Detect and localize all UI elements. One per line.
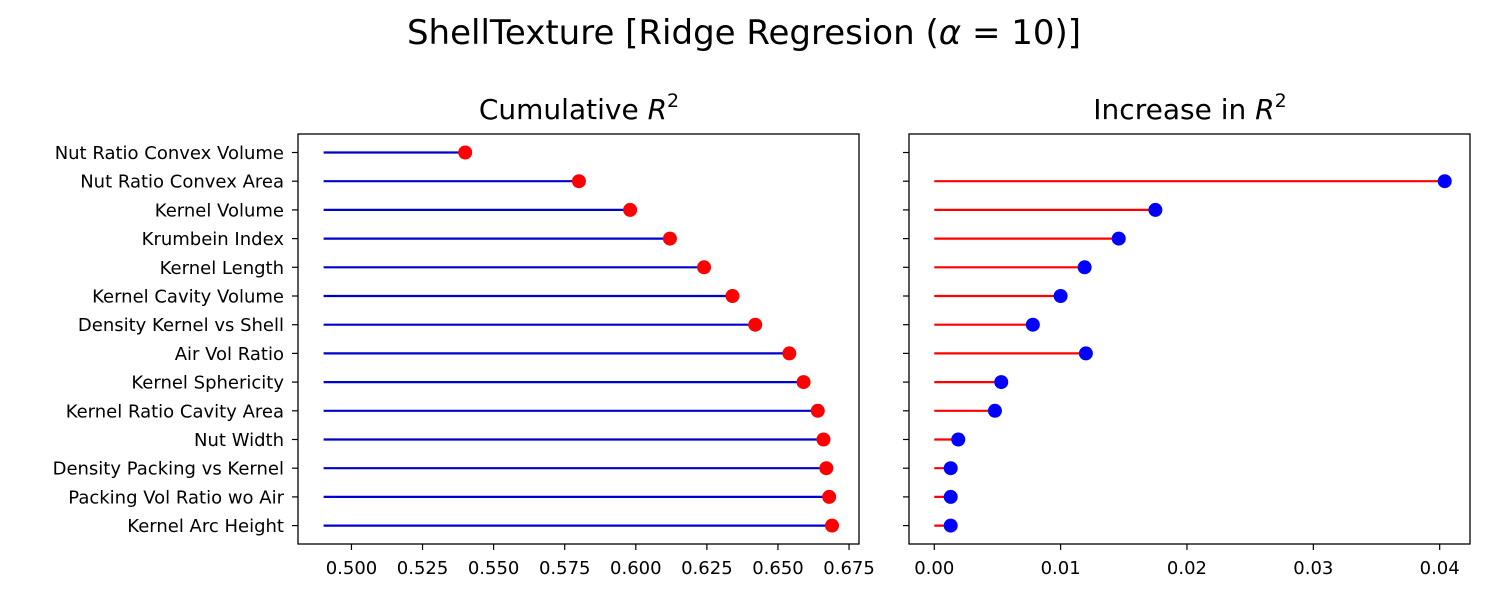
x-tick-label: 0.550 — [468, 558, 520, 579]
marker-kernel-ratio-cavity-area — [810, 403, 825, 418]
marker-density-packing-vs-kernel — [943, 461, 958, 476]
marker-packing-vol-ratio-wo-air — [822, 489, 837, 504]
marker-density-packing-vs-kernel — [819, 461, 834, 476]
marker-nut-width — [951, 432, 966, 447]
cumulative-x-axis: 0.500 0.525 0.550 0.575 0.600 0.625 0.650 0.675 — [326, 544, 875, 579]
y-tick-label-kernel-sphericity: Kernel Sphericity — [131, 373, 284, 394]
increase-y-axis — [903, 151, 909, 527]
cumulative-r2-panel: Cumulative R2 Nut Ratio Convex VolumeNut… — [53, 90, 875, 579]
marker-kernel-arc-height — [943, 518, 958, 533]
marker-density-kernel-vs-shell — [1025, 317, 1040, 332]
marker-krumbein-index — [662, 231, 677, 246]
cumulative-y-axis: Nut Ratio Convex Volume Nut Ratio Convex … — [53, 143, 298, 537]
panel-title-increase-main: Increase in — [1093, 93, 1255, 126]
marker-kernel-length — [697, 260, 712, 275]
y-tick-label-density-packing-vs-kernel: Density Packing vs Kernel — [53, 459, 284, 480]
marker-air-vol-ratio — [1078, 346, 1093, 361]
marker-kernel-arc-height — [824, 518, 839, 533]
increase-marks — [934, 174, 1452, 533]
marker-nut-width — [816, 432, 831, 447]
y-tick-label-nut-ratio-convex-area: Nut Ratio Convex Area — [80, 172, 284, 193]
y-tick-label-density-kernel-vs-shell: Density Kernel vs Shell — [78, 315, 284, 336]
y-tick-label-kernel-ratio-cavity-area: Kernel Ratio Cavity Area — [66, 401, 284, 422]
x-tick-label: 0.650 — [752, 558, 804, 579]
panel-title-increase-var: R — [1255, 93, 1274, 126]
x-tick-label: 0.675 — [823, 558, 875, 579]
marker-packing-vol-ratio-wo-air — [943, 489, 958, 504]
y-tick-label-kernel-cavity-volume: Kernel Cavity Volume — [92, 287, 284, 308]
figure-title-main: ShellTexture [Ridge Regresion ( — [407, 13, 939, 53]
panel-title-cumulative-exp: 2 — [667, 90, 679, 112]
y-tick-label-nut-ratio-convex-volume: Nut Ratio Convex Volume — [55, 143, 284, 164]
marker-kernel-volume — [1148, 202, 1163, 217]
increase-r2-panel: Increase in R2 0.00 0.01 0.02 0.03 0.04 — [903, 90, 1471, 579]
x-tick-label: 0.600 — [610, 558, 662, 579]
cumulative-plot-frame — [297, 133, 860, 545]
x-tick-label: 0.02 — [1167, 558, 1207, 579]
marker-nut-ratio-convex-area — [1437, 174, 1452, 189]
marker-nut-ratio-convex-area — [571, 174, 586, 189]
marker-kernel-volume — [623, 202, 638, 217]
y-tick-label-air-vol-ratio: Air Vol Ratio — [175, 344, 284, 365]
panel-title-cumulative-var: R — [648, 93, 667, 126]
panel-title-cumulative-main: Cumulative — [479, 93, 648, 126]
x-tick-label: 0.575 — [539, 558, 591, 579]
figure-title-alpha: α — [939, 13, 961, 53]
marker-kernel-length — [1077, 260, 1092, 275]
x-tick-label: 0.625 — [681, 558, 733, 579]
marker-kernel-cavity-volume — [1053, 289, 1068, 303]
x-tick-label: 0.01 — [1041, 558, 1081, 579]
cumulative-marks — [323, 145, 839, 533]
marker-kernel-cavity-volume — [725, 289, 740, 303]
y-tick-label-nut-width: Nut Width — [194, 430, 284, 451]
x-tick-label: 0.500 — [326, 558, 378, 579]
marker-kernel-sphericity — [994, 375, 1009, 390]
marker-density-kernel-vs-shell — [748, 317, 763, 332]
panel-title-increase-exp: 2 — [1275, 90, 1287, 112]
figure-title-eq: = 10)] — [961, 13, 1081, 53]
y-tick-label-packing-vol-ratio-wo-air: Packing Vol Ratio wo Air — [68, 487, 284, 508]
marker-kernel-sphericity — [796, 375, 811, 390]
x-tick-label: 0.00 — [914, 558, 954, 579]
increase-x-axis: 0.00 0.01 0.02 0.03 0.04 — [914, 544, 1460, 579]
y-tick-label-kernel-arc-height: Kernel Arc Height — [127, 516, 284, 537]
y-tick-label-krumbein-index: Krumbein Index — [142, 229, 285, 250]
y-tick-label-kernel-length: Kernel Length — [160, 258, 284, 279]
marker-krumbein-index — [1111, 231, 1126, 246]
y-tick-label-kernel-volume: Kernel Volume — [155, 200, 284, 221]
panel-title-increase: Increase in R2 — [1093, 90, 1286, 126]
marker-nut-ratio-convex-volume — [458, 145, 473, 160]
marker-kernel-ratio-cavity-area — [987, 403, 1002, 418]
panel-title-cumulative: Cumulative R2 — [479, 90, 679, 126]
x-tick-label: 0.04 — [1420, 558, 1460, 579]
x-tick-label: 0.03 — [1293, 558, 1333, 579]
x-tick-label: 0.525 — [397, 558, 449, 579]
marker-air-vol-ratio — [782, 346, 797, 361]
figure-title: ShellTexture [Ridge Regresion (α = 10)] — [407, 13, 1081, 53]
increase-plot-frame — [908, 133, 1471, 545]
